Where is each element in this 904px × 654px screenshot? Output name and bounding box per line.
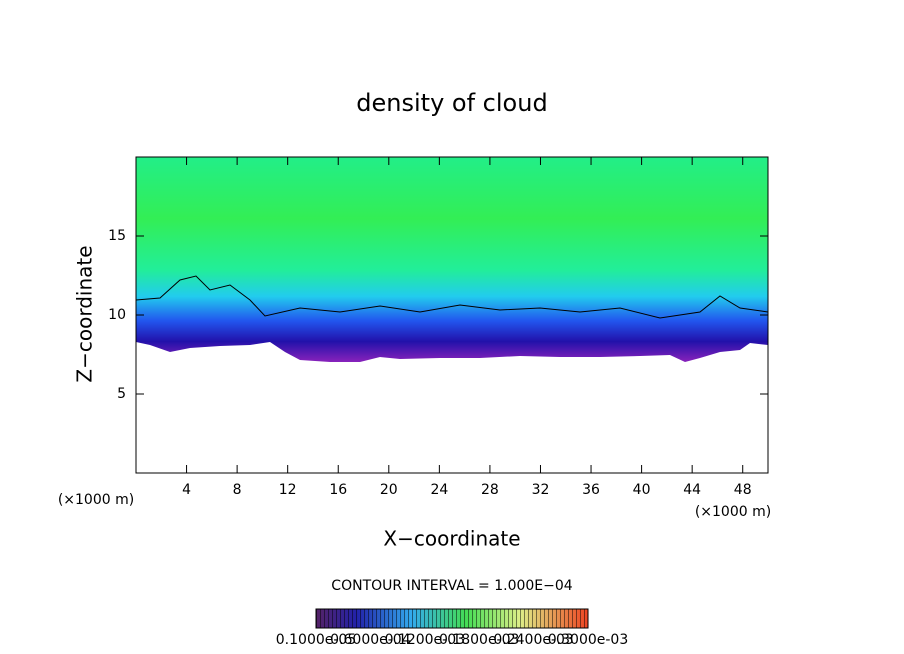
colorbar-label: 0.2400e-03 [493, 632, 573, 648]
x-tick-label: 20 [380, 482, 398, 498]
colorbar-label: 0.3000e-03 [548, 632, 628, 648]
x-tick-label: 40 [633, 482, 651, 498]
x-tick-label: 32 [532, 482, 550, 498]
chart-title: density of cloud [356, 89, 547, 117]
x-tick-label: 4 [182, 482, 191, 498]
x-axis-title: X−coordinate [383, 527, 520, 551]
x-tick-label: 48 [734, 482, 752, 498]
colorbar-label: 0.6000e-04 [330, 632, 411, 648]
x-tick-label: 28 [481, 482, 499, 498]
contour-interval: CONTOUR INTERVAL = 1.000E−04 [331, 578, 572, 594]
x-tick-label: 24 [430, 482, 448, 498]
x-tick-label: 44 [683, 482, 701, 498]
cloud-field [136, 157, 768, 362]
x-tick-label: 8 [233, 482, 242, 498]
y-axis-title: Z−coordinate [73, 245, 97, 382]
y-tick-label: 15 [108, 228, 126, 244]
colorbar-stripes [315, 608, 589, 629]
colorbar-label: 0.1200e-03 [385, 632, 465, 648]
colorbar-label: 0.1000e-05 [276, 632, 356, 648]
colorbar-label: 0.1800e-03 [439, 632, 519, 648]
x-tick-label: 16 [329, 482, 347, 498]
x-unit: (×1000 m) [695, 504, 771, 520]
x-tick-label: 12 [279, 482, 297, 498]
x-tick-label: 36 [582, 482, 600, 498]
y-unit: (×1000 m) [58, 492, 134, 508]
y-tick-label: 5 [117, 386, 126, 402]
y-tick-label: 10 [108, 307, 126, 323]
